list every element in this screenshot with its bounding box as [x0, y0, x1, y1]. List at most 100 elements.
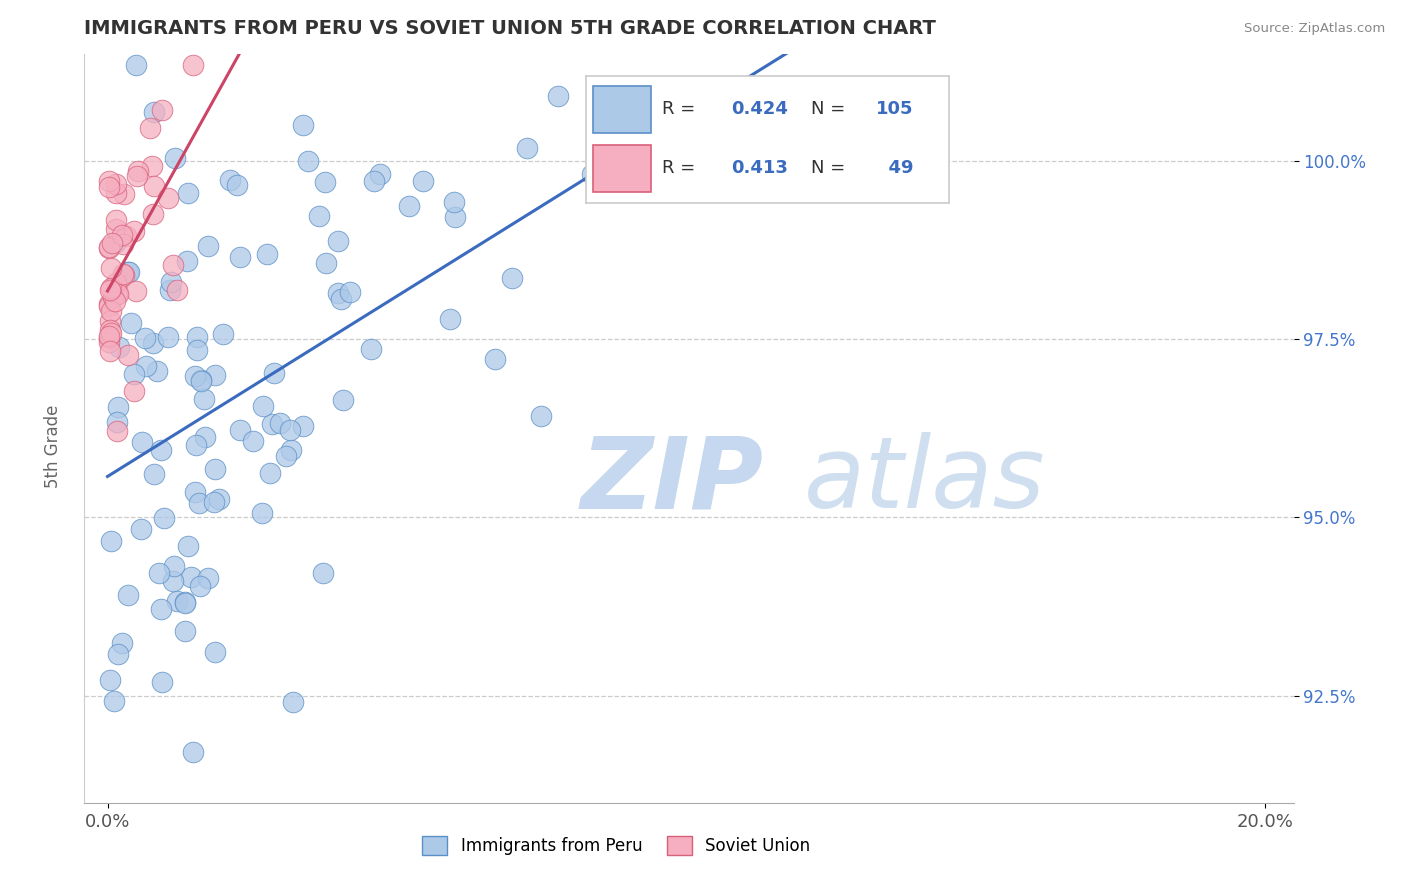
- Point: [100, 326, 122, 341]
- Point: [150, 103, 173, 117]
- Point: [547, 89, 569, 103]
- Point: [259, 466, 281, 480]
- Point: [112, 268, 135, 282]
- Point: [162, 574, 184, 588]
- Point: [332, 392, 354, 407]
- Point: [150, 675, 173, 690]
- Point: [104, 178, 127, 192]
- Point: [256, 247, 278, 261]
- Point: [139, 120, 162, 135]
- Point: [125, 284, 148, 298]
- Point: [186, 343, 208, 358]
- Point: [444, 210, 467, 224]
- Text: atlas: atlas: [804, 432, 1046, 529]
- Point: [190, 373, 212, 387]
- Point: [110, 636, 132, 650]
- Point: [276, 449, 298, 463]
- Point: [163, 151, 186, 165]
- Point: [143, 467, 166, 481]
- Point: [162, 258, 184, 272]
- Point: [211, 326, 233, 341]
- Point: [297, 153, 319, 168]
- Point: [283, 695, 305, 709]
- Point: [148, 566, 170, 580]
- Point: [143, 104, 166, 119]
- Point: [312, 566, 335, 580]
- Point: [100, 281, 122, 295]
- Text: ZIP: ZIP: [581, 432, 763, 529]
- Point: [202, 494, 225, 508]
- Point: [107, 286, 129, 301]
- Point: [326, 234, 349, 248]
- Point: [194, 430, 217, 444]
- Point: [145, 364, 167, 378]
- Point: [104, 222, 127, 236]
- Point: [339, 285, 361, 299]
- Point: [104, 186, 127, 201]
- Point: [292, 419, 315, 434]
- Point: [104, 277, 127, 291]
- Point: [208, 492, 231, 507]
- Point: [105, 415, 128, 429]
- Point: [135, 359, 157, 373]
- Point: [204, 645, 226, 659]
- Point: [186, 330, 208, 344]
- Point: [484, 351, 506, 366]
- Point: [186, 438, 208, 452]
- Point: [156, 191, 179, 205]
- Point: [398, 199, 420, 213]
- Point: [149, 443, 172, 458]
- Point: [229, 423, 252, 437]
- Point: [120, 316, 142, 330]
- Point: [97, 240, 120, 254]
- Point: [111, 228, 134, 243]
- Point: [98, 179, 121, 194]
- Point: [314, 175, 336, 189]
- Point: [153, 511, 176, 525]
- Point: [105, 286, 128, 301]
- Point: [100, 323, 122, 337]
- Point: [166, 594, 188, 608]
- Point: [100, 303, 122, 318]
- Point: [177, 539, 200, 553]
- Point: [98, 174, 121, 188]
- Point: [127, 164, 149, 178]
- Point: [439, 312, 461, 326]
- Point: [103, 290, 125, 304]
- Point: [117, 588, 139, 602]
- Point: [176, 254, 198, 268]
- Point: [412, 174, 434, 188]
- Point: [326, 285, 349, 300]
- Point: [166, 283, 188, 297]
- Point: [129, 522, 152, 536]
- Point: [174, 624, 197, 639]
- Point: [98, 314, 121, 328]
- Point: [173, 595, 195, 609]
- Point: [101, 236, 124, 251]
- Point: [219, 173, 242, 187]
- Point: [98, 343, 121, 358]
- Point: [143, 178, 166, 193]
- Point: [98, 283, 121, 297]
- Point: [108, 341, 131, 355]
- Point: [252, 399, 274, 413]
- Point: [516, 141, 538, 155]
- Point: [111, 236, 134, 251]
- Point: [269, 417, 291, 431]
- Point: [97, 300, 120, 314]
- Point: [278, 424, 301, 438]
- Point: [111, 267, 134, 281]
- Point: [174, 596, 197, 610]
- Text: Source: ZipAtlas.com: Source: ZipAtlas.com: [1244, 22, 1385, 36]
- Point: [329, 292, 352, 306]
- Point: [117, 348, 139, 362]
- Point: [226, 178, 249, 192]
- Point: [105, 213, 128, 227]
- Point: [370, 167, 392, 181]
- Point: [122, 367, 145, 381]
- Point: [107, 400, 129, 414]
- Point: [363, 174, 385, 188]
- Point: [107, 648, 129, 662]
- Point: [530, 409, 553, 424]
- Legend: Immigrants from Peru, Soviet Union: Immigrants from Peru, Soviet Union: [416, 830, 817, 862]
